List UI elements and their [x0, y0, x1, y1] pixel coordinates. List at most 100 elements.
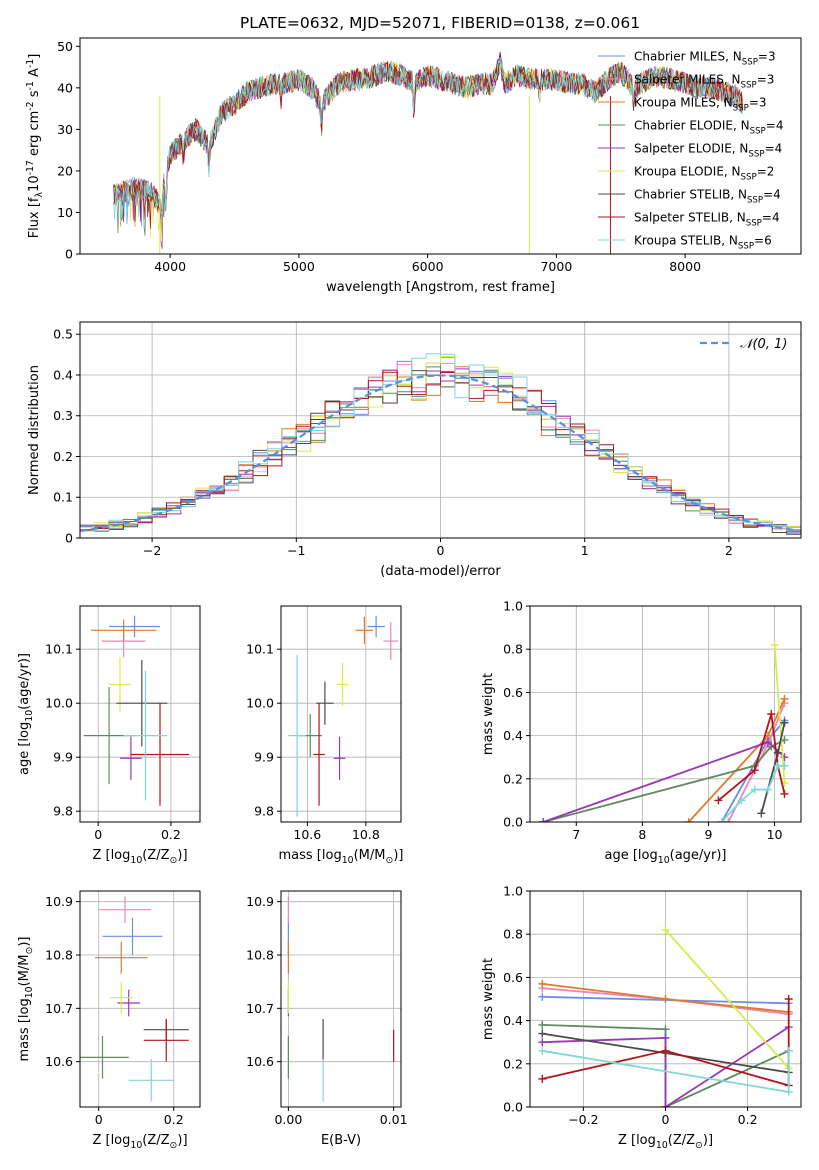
errorbar-point-5	[333, 736, 346, 780]
legend-label: 𝒩(0, 1)	[740, 337, 787, 352]
weight-marker	[717, 818, 726, 822]
y-axis-label: age [log10(age/yr)]	[17, 653, 35, 775]
y-tick-label: 9.8	[254, 804, 274, 819]
errorbar-point-8	[313, 703, 325, 806]
weight-marker	[538, 1029, 547, 1038]
legend-label: Kroupa MILES, NSSP=3	[634, 96, 767, 114]
weight-marker	[684, 818, 693, 822]
weight-marker	[661, 1046, 670, 1055]
x-tick-label: 0.2	[161, 827, 181, 842]
spectrum-series-9	[113, 56, 743, 223]
axes-residuals: −2 −1 0 1 2 0 0.1 0.2 0.3 0.4 0.5 (data-model)/erro…	[27, 321, 802, 579]
axes-mass-EBV: 0.00 0.01 10.6 10.7 10.8 10.9 E(B-V)	[246, 890, 408, 1148]
weight-marker	[661, 925, 670, 934]
x-tick-label: 7000	[540, 259, 572, 274]
weight-series-6	[773, 644, 786, 784]
errorbar-point-3	[355, 616, 374, 644]
weight-marker	[538, 992, 547, 1001]
y-axis-label: Flux [fλ10-17 erg cm-2 s-1 A-1]	[25, 54, 45, 239]
y-tick-label: 50	[57, 39, 73, 54]
x-tick-label: 0.2	[738, 1112, 758, 1127]
y-tick-label: 0.8	[503, 927, 523, 942]
errorbar-point-1	[367, 615, 385, 638]
weight-marker	[539, 818, 548, 822]
plot-area-spectrum	[113, 51, 743, 254]
plot-area-age-Z	[83, 615, 190, 806]
errorbar-point-1	[109, 615, 160, 638]
x-tick-label: 0	[95, 1112, 103, 1127]
axes-age-Z: 0 0.2 9.8 9.9 10.0 10.1 Z [log10(Z/Z⊙)] age [lo…	[17, 605, 201, 866]
x-tick-label: 2	[725, 543, 733, 558]
axes-spectrum: 4000 5000 6000 7000 8000 0 10 20 30 40 50 wavelengt…	[25, 37, 802, 295]
weight-marker	[784, 995, 793, 1003]
y-tick-label: 0.6	[503, 685, 523, 700]
weight-marker	[538, 979, 547, 988]
y-axis-label: mass [log10(M/M⊙)]	[17, 937, 35, 1062]
x-axis-label: mass [log10(M/M⊙)]	[279, 848, 404, 866]
legend-label: Salpeter STELIB, NSSP=4	[634, 211, 780, 229]
errorbar-point-5	[120, 736, 142, 780]
weight-marker	[724, 818, 733, 822]
y-tick-label: 9.8	[53, 804, 73, 819]
weight-marker	[763, 738, 772, 747]
weight-marker	[780, 761, 789, 770]
y-tick-label: 30	[57, 122, 73, 137]
weight-marker	[538, 1046, 547, 1055]
gaussian-curve	[80, 374, 801, 532]
axes-frame	[79, 890, 201, 1108]
x-tick-label: 0	[94, 827, 102, 842]
errorbar-point-8	[130, 703, 190, 806]
x-tick-label: 4000	[154, 259, 186, 274]
x-tick-label: 8	[638, 827, 646, 842]
y-tick-label: 10.7	[45, 1001, 73, 1016]
y-tick-label: 10.6	[246, 1054, 274, 1069]
y-tick-label: 0.4	[503, 728, 523, 743]
errorbar-point-9	[123, 670, 168, 801]
y-tick-label: 10.0	[246, 696, 274, 711]
y-tick-label: 10.0	[45, 696, 73, 711]
y-axis-label: mass weight	[481, 673, 496, 755]
errorbar-point-6	[109, 657, 131, 712]
weight-marker	[770, 640, 779, 649]
x-tick-label: 5000	[283, 259, 315, 274]
x-tick-label: 10.6	[293, 827, 321, 842]
plot-area-weight-age	[539, 640, 789, 822]
legend-label: Salpeter MILES, NSSP=3	[634, 73, 774, 91]
x-tick-label: 10	[767, 827, 783, 842]
x-axis-label: Z [log10(Z/Z⊙)]	[92, 1133, 187, 1151]
x-tick-label: −2	[143, 543, 161, 558]
errorbar-point-4	[80, 1036, 129, 1079]
y-tick-label: 10.9	[45, 894, 73, 909]
weight-marker	[538, 1020, 547, 1029]
weight-marker	[763, 785, 772, 794]
y-tick-label: 10.6	[45, 1054, 73, 1069]
weight-marker	[757, 809, 766, 818]
x-axis-label: Z [log10(Z/Z⊙)]	[92, 848, 187, 866]
axes-frame	[529, 605, 802, 823]
x-tick-label: 9	[704, 827, 712, 842]
weight-marker	[780, 694, 789, 703]
x-axis-label: age [log10(age/yr)]	[605, 848, 727, 866]
weight-marker	[737, 796, 746, 805]
y-tick-label: 1.0	[503, 599, 523, 614]
y-tick-label: 0	[65, 531, 73, 546]
weight-marker	[750, 785, 759, 794]
errorbar-point-6	[336, 662, 349, 706]
weight-marker	[661, 1033, 670, 1042]
y-tick-label: 10.9	[246, 894, 274, 909]
histogram-series-9	[80, 353, 801, 538]
y-tick-label: 10	[57, 205, 73, 220]
legend-label: Chabrier MILES, NSSP=3	[634, 50, 776, 68]
legend-label: Kroupa STELIB, NSSP=6	[634, 234, 772, 252]
y-tick-label: 10.1	[45, 642, 73, 657]
y-tick-label: 0.2	[503, 771, 523, 786]
x-axis-label: E(B-V)	[321, 1133, 361, 1148]
y-tick-label: 20	[57, 163, 73, 178]
plot-area-weight-Z	[538, 925, 793, 1107]
x-axis-label: wavelength [Angstrom, rest frame]	[326, 280, 555, 295]
x-tick-label: 0.00	[274, 1112, 302, 1127]
weight-marker	[750, 766, 759, 775]
legend-label: Chabrier ELODIE, NSSP=4	[634, 119, 783, 137]
y-tick-label: 0.3	[53, 408, 73, 423]
